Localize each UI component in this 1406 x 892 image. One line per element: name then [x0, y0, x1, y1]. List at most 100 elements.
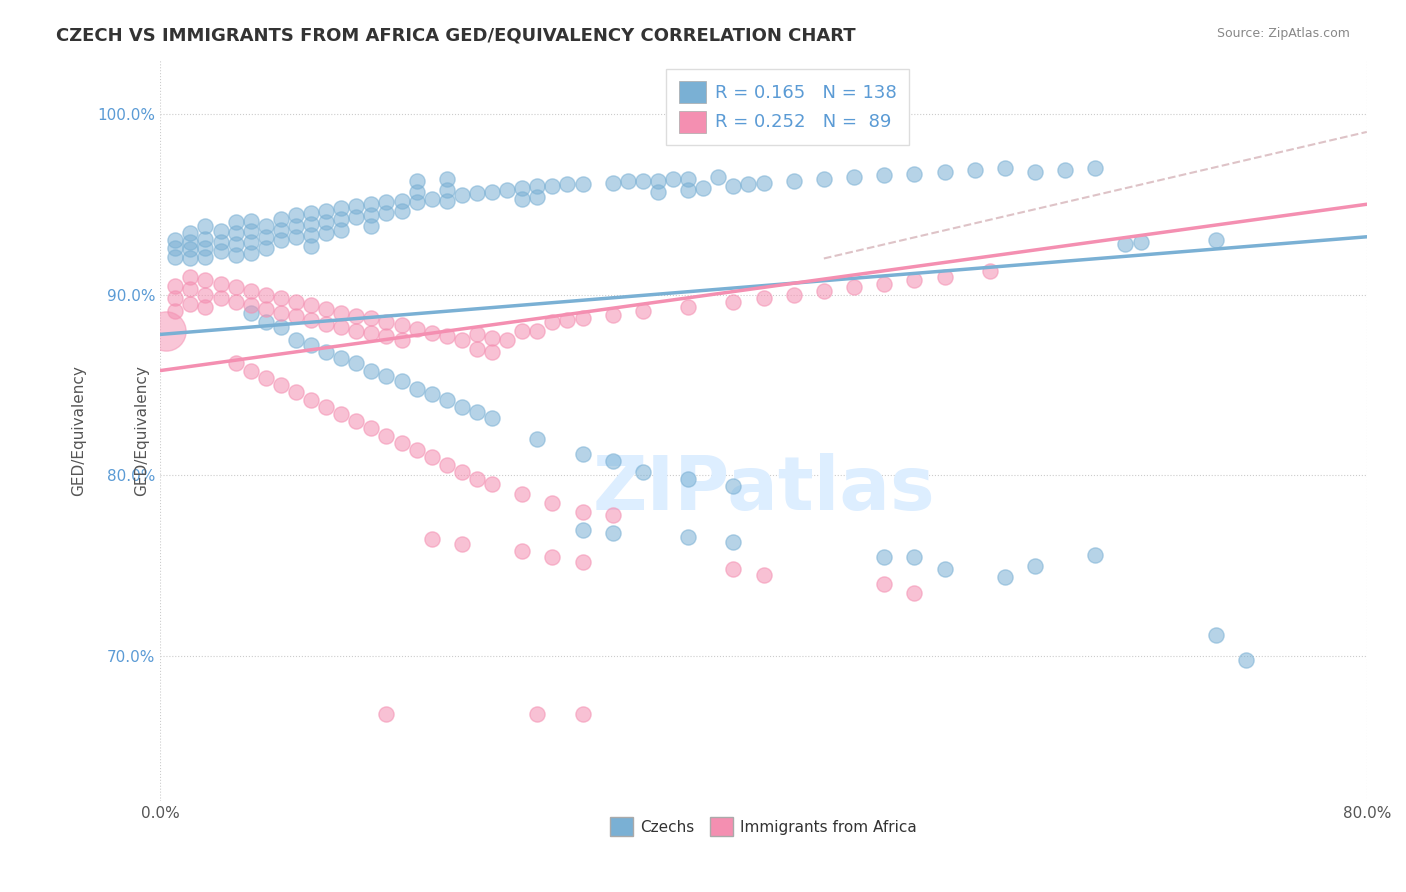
Point	[571, 523, 593, 537]
Point	[903, 586, 925, 600]
Point	[344, 414, 367, 428]
Point	[270, 222, 292, 236]
Point	[405, 174, 427, 188]
Point	[344, 199, 367, 213]
Point	[391, 194, 413, 208]
Point	[934, 269, 956, 284]
Point	[752, 567, 775, 582]
Point	[194, 287, 217, 301]
Point	[330, 320, 353, 334]
Point	[465, 327, 488, 342]
Point	[239, 363, 262, 377]
Point	[225, 280, 247, 294]
Point	[270, 211, 292, 226]
Point	[330, 201, 353, 215]
Point	[526, 707, 548, 722]
Point	[391, 204, 413, 219]
Point	[903, 549, 925, 564]
Y-axis label: GED/Equivalency: GED/Equivalency	[72, 365, 86, 496]
Point	[1129, 235, 1152, 250]
Point	[723, 179, 745, 194]
Point	[420, 326, 443, 340]
Point	[284, 333, 307, 347]
Point	[465, 186, 488, 201]
Point	[299, 392, 322, 407]
Point	[284, 310, 307, 324]
Point	[330, 211, 353, 226]
Point	[963, 162, 986, 177]
Point	[631, 304, 654, 318]
Point	[979, 264, 1001, 278]
Point	[344, 210, 367, 224]
Point	[541, 315, 564, 329]
Point	[360, 363, 382, 377]
Point	[375, 707, 398, 722]
Point	[299, 338, 322, 352]
Point	[254, 219, 277, 233]
Point	[994, 161, 1017, 175]
Point	[510, 544, 533, 558]
Point	[315, 345, 337, 359]
Point	[405, 443, 427, 458]
Point	[873, 277, 896, 291]
Point	[315, 204, 337, 219]
Point	[481, 477, 503, 491]
Legend: Czechs, Immigrants from Africa: Czechs, Immigrants from Africa	[600, 808, 927, 845]
Point	[179, 235, 201, 250]
Point	[254, 241, 277, 255]
Point	[662, 172, 685, 186]
Point	[299, 298, 322, 312]
Point	[436, 172, 458, 186]
Point	[330, 351, 353, 365]
Point	[165, 234, 187, 248]
Point	[903, 273, 925, 287]
Point	[723, 535, 745, 549]
Point	[254, 302, 277, 317]
Point	[420, 450, 443, 465]
Point	[782, 174, 804, 188]
Text: Source: ZipAtlas.com: Source: ZipAtlas.com	[1216, 27, 1350, 40]
Point	[254, 371, 277, 385]
Point	[315, 400, 337, 414]
Point	[526, 324, 548, 338]
Point	[420, 387, 443, 401]
Point	[602, 526, 624, 541]
Point	[225, 248, 247, 262]
Point	[481, 410, 503, 425]
Point	[571, 178, 593, 192]
Point	[284, 294, 307, 309]
Point	[934, 562, 956, 576]
Point	[873, 169, 896, 183]
Point	[239, 246, 262, 260]
Point	[510, 192, 533, 206]
Point	[707, 170, 730, 185]
Point	[1205, 234, 1227, 248]
Point	[737, 178, 759, 192]
Point	[752, 176, 775, 190]
Point	[270, 234, 292, 248]
Point	[209, 224, 232, 238]
Point	[873, 549, 896, 564]
Point	[616, 174, 638, 188]
Point	[270, 378, 292, 392]
Point	[405, 195, 427, 210]
Point	[284, 385, 307, 400]
Point	[436, 183, 458, 197]
Point	[179, 226, 201, 240]
Point	[315, 215, 337, 229]
Point	[405, 322, 427, 336]
Text: ZIPatlas: ZIPatlas	[592, 453, 935, 526]
Point	[344, 310, 367, 324]
Point	[647, 185, 669, 199]
Point	[723, 479, 745, 493]
Point	[436, 392, 458, 407]
Point	[436, 458, 458, 472]
Point	[842, 170, 865, 185]
Point	[360, 311, 382, 326]
Point	[842, 280, 865, 294]
Point	[676, 301, 699, 315]
Point	[360, 219, 382, 233]
Point	[557, 313, 579, 327]
Point	[225, 226, 247, 240]
Point	[391, 436, 413, 450]
